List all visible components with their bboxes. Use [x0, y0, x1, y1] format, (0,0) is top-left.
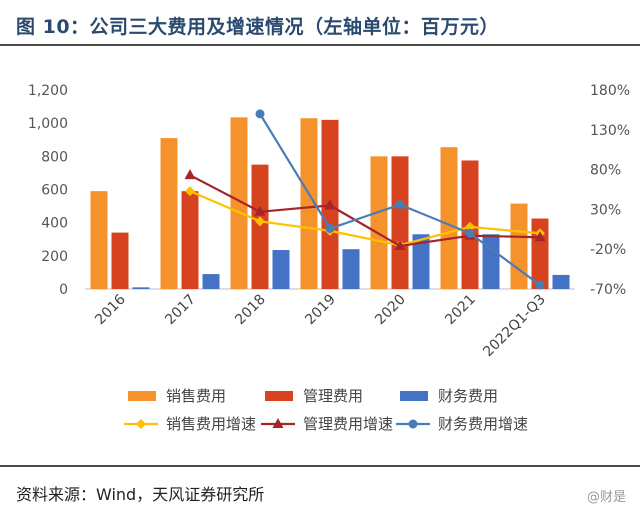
category-label: 2021 — [442, 292, 479, 329]
chart-title: 图 10：公司三大费用及增速情况（左轴单位：百万元） — [16, 16, 500, 38]
title-divider — [0, 44, 640, 46]
growth-point-3 — [325, 224, 335, 234]
legend-swatch — [128, 391, 156, 401]
growth-point-3 — [255, 109, 265, 119]
right-tick-label: -70% — [590, 282, 626, 298]
legend-label: 销售费用 — [166, 387, 226, 405]
category-label: 2020 — [372, 292, 409, 329]
left-tick-label: 1,200 — [28, 83, 68, 99]
legend-label: 管理费用增速 — [303, 415, 393, 433]
growth-point-2 — [184, 169, 196, 180]
growth-point-2 — [254, 205, 266, 216]
category-label: 2019 — [302, 292, 339, 329]
category-label: 2018 — [232, 292, 269, 329]
bar-1 — [300, 118, 318, 289]
left-tick-label: 400 — [41, 216, 68, 232]
bar-1 — [440, 147, 458, 289]
growth-point-2 — [394, 240, 406, 251]
source-divider — [0, 465, 640, 467]
left-tick-label: 800 — [41, 149, 68, 165]
right-tick-label: 80% — [590, 163, 621, 179]
legend-marker — [136, 419, 146, 429]
legend-swatch — [265, 391, 293, 401]
left-tick-label: 0 — [59, 282, 68, 298]
bar-1 — [230, 117, 248, 289]
bar-1 — [510, 203, 528, 289]
bar-2 — [251, 164, 269, 289]
bar-3 — [412, 234, 430, 289]
bar-3 — [202, 274, 220, 289]
right-tick-label: 30% — [590, 202, 621, 218]
bar-3 — [132, 287, 150, 289]
bar-3 — [272, 250, 290, 289]
growth-point-3 — [535, 280, 545, 290]
bar-3 — [482, 234, 500, 289]
left-tick-label: 1,000 — [28, 116, 68, 132]
right-tick-label: -20% — [590, 242, 626, 258]
growth-point-2 — [534, 231, 546, 242]
bar-3 — [552, 274, 570, 289]
right-tick-label: 180% — [590, 83, 630, 99]
legend-marker — [272, 418, 284, 428]
growth-point-1 — [465, 221, 475, 232]
growth-point-1 — [255, 216, 265, 227]
bar-1 — [90, 191, 108, 289]
category-label: 2016 — [92, 291, 129, 328]
legend-label: 财务费用增速 — [438, 415, 528, 433]
bar-2 — [181, 191, 199, 289]
legend-label: 销售费用增速 — [166, 415, 256, 433]
legend-label: 财务费用 — [438, 387, 498, 405]
legend-marker — [408, 419, 418, 429]
growth-line-2 — [189, 174, 541, 248]
growth-point-3 — [465, 228, 475, 238]
bar-3 — [342, 249, 360, 289]
growth-point-3 — [395, 200, 405, 210]
category-label: 2022Q1-Q3 — [480, 292, 549, 361]
left-tick-label: 200 — [41, 249, 68, 265]
legend-label: 管理费用 — [303, 387, 363, 405]
bar-2 — [111, 232, 129, 289]
bar-1 — [370, 156, 388, 289]
growth-line-1 — [189, 190, 541, 247]
chart-svg: 0 200 400 600 800 1,000 1,200 -70% -20% 30% 80% 130… — [28, 83, 630, 433]
bar-2 — [391, 156, 409, 289]
source-note: 资料来源：Wind，天风证券研究所 — [16, 485, 265, 504]
growth-point-1 — [185, 186, 195, 197]
watermark: @财是 — [586, 490, 626, 505]
right-tick-label: 130% — [590, 123, 630, 139]
legend-swatch — [400, 391, 428, 401]
left-tick-label: 600 — [41, 183, 68, 199]
growth-point-2 — [324, 199, 336, 210]
bar-1 — [160, 138, 178, 289]
category-label: 2017 — [162, 292, 199, 329]
